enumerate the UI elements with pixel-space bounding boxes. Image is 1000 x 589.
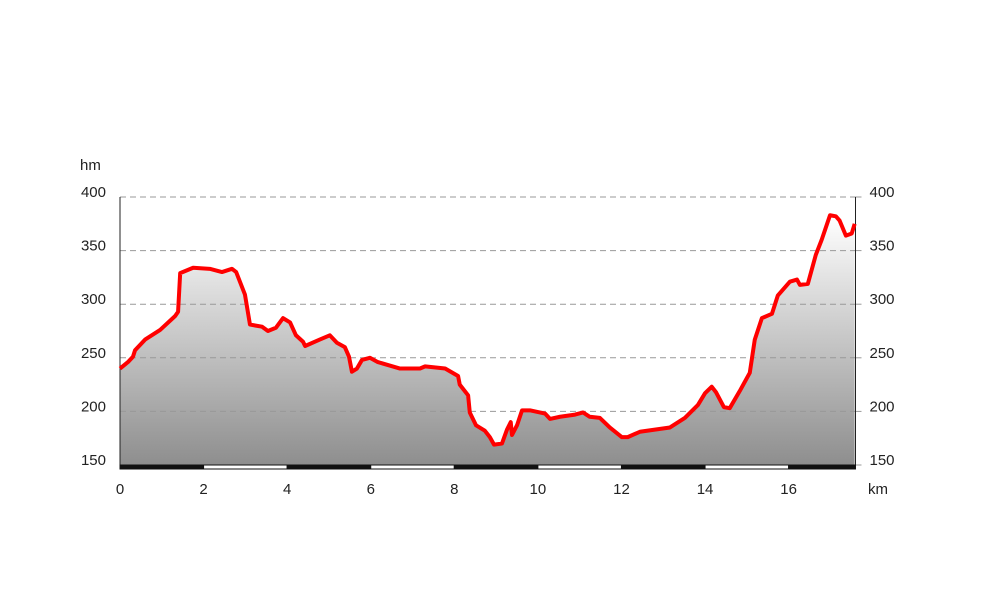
y2-tick-label: 200 [870,398,895,415]
scale-segment [203,464,288,470]
scale-segment [620,464,706,470]
y2-tick-label: 300 [870,291,895,308]
scale-segment [537,464,622,470]
y2-tick-label: 400 [870,184,895,201]
scale-segment [370,464,455,470]
y-tick-label: 350 [81,238,106,255]
y-tick-label: 150 [81,452,106,469]
x-tick-label: 8 [450,481,458,498]
y-tick-label: 250 [81,345,106,362]
scale-segment [704,464,790,470]
y-tick-label: 300 [81,291,106,308]
scale-segment [119,464,205,470]
x-tick-label: 10 [530,481,547,498]
x-tick-label: 16 [780,481,797,498]
y2-tick-label: 250 [870,345,895,362]
x-axis-label: km [868,481,888,498]
y2-tick-label: 150 [870,452,895,469]
x-tick-label: 12 [613,481,630,498]
y2-tick-label: 350 [870,238,895,255]
scale-segment [788,464,856,470]
area-fill [120,215,855,465]
scale-segment [453,464,539,470]
x-tick-label: 6 [367,481,375,498]
y-tick-label: 400 [81,184,106,201]
x-tick-label: 4 [283,481,291,498]
scale-segment [286,464,372,470]
x-tick-label: 14 [697,481,714,498]
x-tick-label: 2 [199,481,207,498]
x-tick-label: 0 [116,481,124,498]
y-tick-label: 200 [81,398,106,415]
y-axis-label: hm [80,157,101,174]
elevation-line [118,213,857,447]
